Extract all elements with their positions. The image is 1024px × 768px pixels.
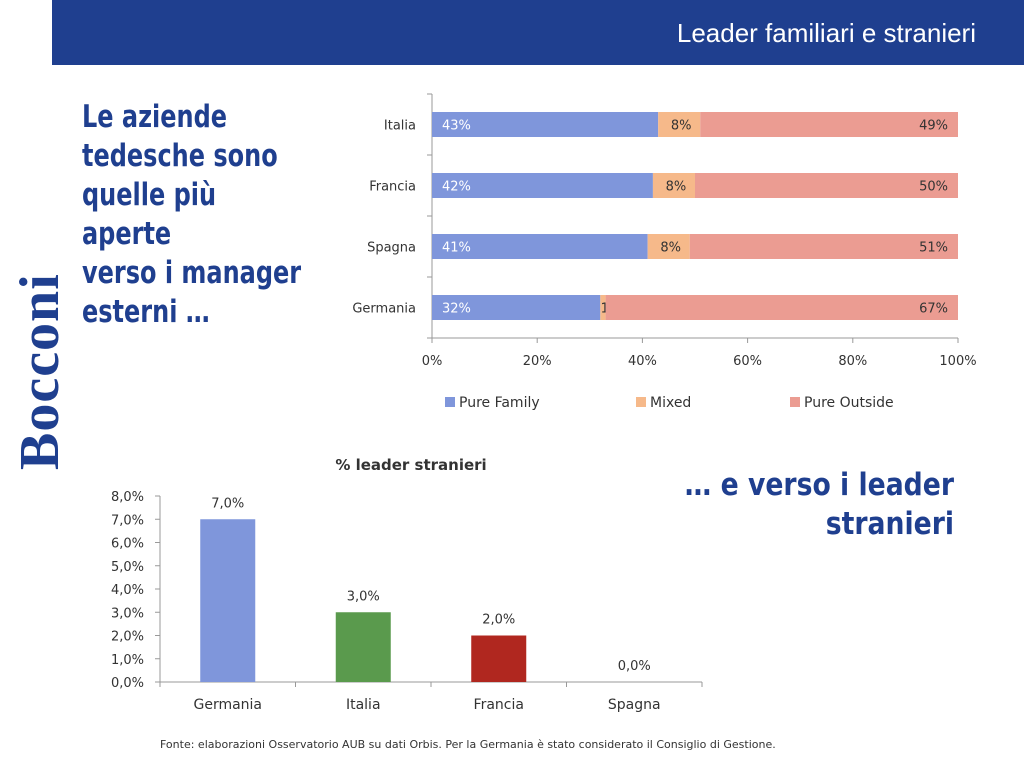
- headline-line: esterni …: [82, 294, 210, 330]
- y-tick-label: 2,0%: [111, 630, 144, 645]
- headline-line: stranieri: [825, 506, 954, 542]
- y-tick-label: 8,0%: [111, 490, 144, 505]
- bar-segment: [432, 234, 648, 259]
- data-label: 32%: [442, 302, 471, 317]
- bar-segment: [700, 112, 958, 137]
- data-label: 0,0%: [618, 659, 651, 674]
- bar-segment: [605, 295, 958, 320]
- bar-segment: [652, 173, 695, 198]
- bar-segment: [689, 234, 958, 259]
- data-label: 67%: [919, 302, 948, 317]
- data-label: 8%: [666, 180, 687, 195]
- y-tick-label: 1,0%: [111, 653, 144, 668]
- data-label: 50%: [919, 180, 948, 195]
- data-label: 49%: [919, 119, 948, 134]
- x-tick-label: 60%: [733, 354, 762, 369]
- headline-left: Le aziende tedesche sono quelle più aper…: [82, 98, 306, 332]
- legend-label: Mixed: [650, 395, 691, 411]
- bar-segment: [658, 112, 701, 137]
- category-label: Germania: [352, 302, 416, 317]
- y-tick-label: 0,0%: [111, 676, 144, 691]
- data-label: 42%: [442, 180, 471, 195]
- headline-right: … e verso i leader stranieri: [679, 466, 954, 544]
- headline-line: Le aziende: [82, 99, 228, 135]
- bar-segment: [432, 295, 601, 320]
- bar-segment: [695, 173, 958, 198]
- category-label: Germania: [193, 697, 262, 713]
- slide-title: Leader familiari e stranieri: [676, 18, 976, 48]
- y-tick-label: 3,0%: [111, 606, 144, 621]
- y-tick-label: 7,0%: [111, 513, 144, 528]
- headline-line: quelle più aperte: [82, 177, 217, 252]
- legend-swatch: [790, 397, 800, 407]
- category-label: Francia: [369, 180, 416, 195]
- bar-segment: [647, 234, 690, 259]
- x-tick-label: 20%: [523, 354, 552, 369]
- y-tick-label: 6,0%: [111, 537, 144, 552]
- headline-line: … e verso i leader: [684, 467, 954, 503]
- data-label: 51%: [919, 241, 948, 256]
- bar-segment: [432, 112, 659, 137]
- bar-segment: [600, 295, 606, 320]
- headline-line: tedesche sono: [82, 138, 278, 174]
- y-tick-label: 4,0%: [111, 583, 144, 598]
- bar: [335, 612, 391, 682]
- data-label: 7,0%: [211, 496, 244, 511]
- data-label: 8%: [660, 241, 681, 256]
- x-tick-label: 40%: [628, 354, 657, 369]
- data-label: 43%: [442, 119, 471, 134]
- bar: [471, 635, 527, 682]
- chart-title: % leader stranieri: [335, 456, 486, 474]
- category-label: Italia: [346, 697, 381, 713]
- header-bar: Leader familiari e stranieri: [52, 0, 1024, 65]
- data-label: 8%: [671, 119, 692, 134]
- headline-line: verso i manager: [82, 255, 302, 291]
- data-label: 41%: [442, 241, 471, 256]
- category-label: Italia: [384, 119, 416, 134]
- legend-swatch: [636, 397, 646, 407]
- data-label: 3,0%: [347, 589, 380, 604]
- legend-label: Pure Family: [459, 395, 540, 411]
- category-label: Spagna: [367, 241, 416, 256]
- legend-label: Pure Outside: [804, 395, 894, 411]
- x-tick-label: 100%: [939, 354, 976, 369]
- left-strip: [0, 0, 52, 768]
- source-note: Fonte: elaborazioni Osservatorio AUB su …: [160, 738, 776, 751]
- category-label: Spagna: [608, 697, 661, 713]
- legend-swatch: [445, 397, 455, 407]
- category-label: Francia: [474, 697, 524, 713]
- bar-segment: [432, 173, 653, 198]
- x-tick-label: 80%: [838, 354, 867, 369]
- data-label: 2,0%: [482, 613, 515, 628]
- bar: [200, 519, 256, 682]
- x-tick-label: 0%: [422, 354, 443, 369]
- y-tick-label: 5,0%: [111, 560, 144, 575]
